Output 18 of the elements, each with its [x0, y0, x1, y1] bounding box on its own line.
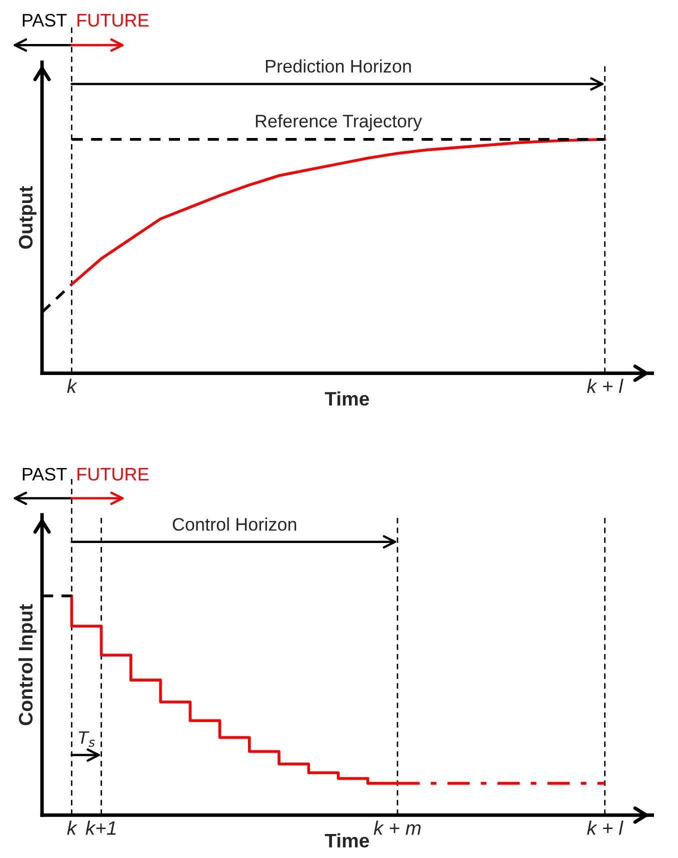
x-tick-label: k: [67, 378, 78, 393]
x-tick-label: k + l: [587, 820, 624, 835]
x-axis-title: Time: [324, 391, 369, 406]
y-axis-title: Output: [18, 186, 36, 249]
annotation: T$_{s}$: [78, 731, 95, 747]
text: Control Horizon: [172, 517, 296, 531]
text: PAST: [22, 468, 67, 481]
x-tick-label: k + l: [587, 378, 624, 393]
x-tick-label: k: [67, 820, 78, 835]
text: FUTURE: [78, 14, 149, 27]
x-tick-label: k+1: [86, 820, 116, 835]
text: Prediction Horizon: [266, 59, 411, 73]
text: PAST: [22, 14, 67, 27]
series-label: Reference Trajectory: [256, 114, 422, 132]
x-axis-title: Time: [324, 833, 369, 848]
text: FUTURE: [78, 468, 149, 481]
x-tick-label: k + m: [374, 820, 421, 835]
y-axis-title: Control Input: [18, 604, 36, 726]
